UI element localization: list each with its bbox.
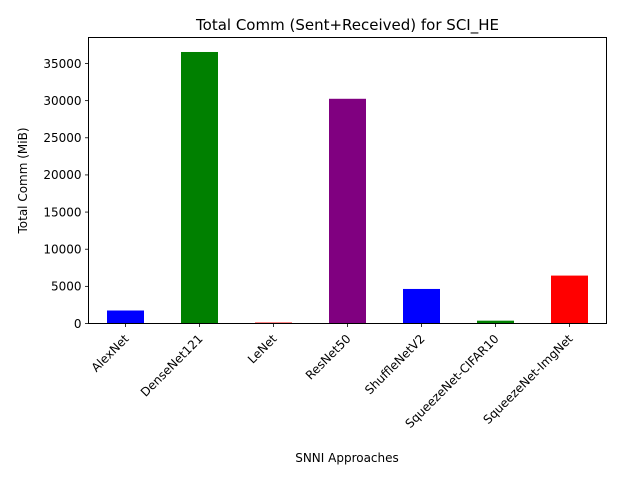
y-axis-label: Total Comm (MiB) <box>16 127 30 234</box>
x-tick-label-alexnet: AlexNet <box>89 332 132 375</box>
x-tick-label-shufflenetv2: ShuffleNetV2 <box>362 332 428 398</box>
y-tick-label-30000: 30000 <box>43 94 81 108</box>
x-tick-label-lenet: LeNet <box>245 332 280 367</box>
x-tick-label-resnet50: ResNet50 <box>303 332 354 383</box>
y-tick-label-25000: 25000 <box>43 131 81 145</box>
bar-densenet121 <box>181 51 218 324</box>
bar-shufflenetv2 <box>403 288 440 324</box>
y-tick-label-0: 0 <box>74 317 82 331</box>
y-tick-label-20000: 20000 <box>43 168 81 182</box>
bar-resnet50 <box>329 98 366 324</box>
bars-group <box>107 51 588 324</box>
y-tick-label-15000: 15000 <box>43 205 81 219</box>
x-axis-ticks: AlexNet DenseNet121 LeNet ResNet50 ShuffleNe… <box>89 323 576 431</box>
bar-alexnet <box>107 310 144 324</box>
x-tick-label-densenet121: DenseNet121 <box>138 332 206 400</box>
y-tick-label-10000: 10000 <box>43 243 81 257</box>
y-axis-ticks: 0 5000 10000 15000 20000 25000 30000 35000 <box>43 57 89 331</box>
plot-frame <box>88 37 607 324</box>
bar-squeezenet-cifar10 <box>477 320 514 324</box>
y-tick-label-35000: 35000 <box>43 57 81 71</box>
bar-squeezenet-imgnet <box>551 275 588 324</box>
x-axis-label: SNNI Approaches <box>295 451 399 465</box>
chart-title: Total Comm (Sent+Received) for SCI_HE <box>195 16 499 35</box>
y-tick-label-5000: 5000 <box>51 280 82 294</box>
